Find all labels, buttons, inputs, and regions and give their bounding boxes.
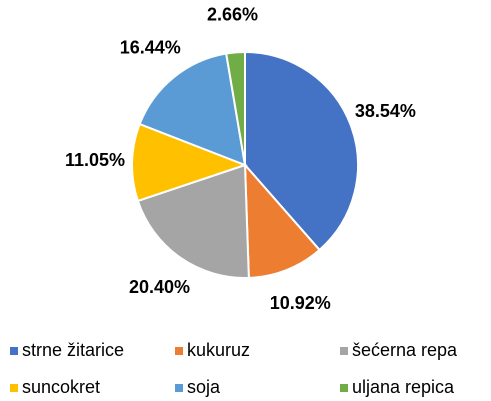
data-label: 2.66% (207, 4, 258, 24)
data-label: 11.05% (65, 150, 125, 170)
data-label: 10.92% (270, 293, 331, 313)
legend-label: uljana repica (352, 377, 455, 397)
legend-swatch (10, 384, 18, 392)
legend-swatch (175, 384, 183, 392)
data-label: 16.44% (120, 37, 181, 57)
legend-label: suncokret (22, 377, 100, 397)
pie-slice (243, 162, 321, 279)
legend-swatch (340, 384, 348, 392)
pie-slice (131, 122, 248, 203)
pie-slice (136, 163, 250, 279)
legend-label: strne žitarice (22, 340, 124, 360)
legend-swatch (175, 347, 183, 355)
pie-slice (225, 50, 246, 166)
data-label: 38.54% (355, 101, 416, 121)
legend-swatch (340, 347, 348, 355)
legend-swatch (10, 347, 18, 355)
legend-label: soja (187, 377, 221, 397)
legend-label: šećerna repa (352, 340, 458, 360)
legend-label: kukuruz (187, 340, 250, 360)
data-label: 20.40% (129, 277, 190, 297)
pie-slice (244, 50, 359, 252)
pie-slice (138, 52, 247, 167)
